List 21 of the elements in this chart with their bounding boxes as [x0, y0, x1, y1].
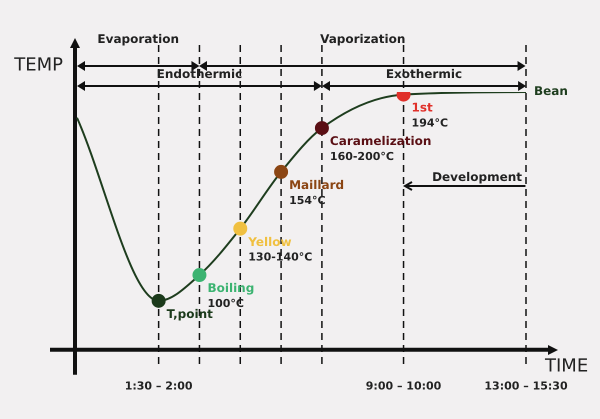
text: Endothermic [156, 67, 242, 82]
point [192, 268, 206, 282]
annotation: Maillard 154°C [289, 178, 344, 207]
x-tick-label: 9:00 – 10:00 [366, 379, 442, 392]
series-label: Bean [534, 84, 568, 98]
point [233, 222, 248, 236]
annotation: Caramelization 160-200°C [330, 134, 432, 163]
annotation: Development [432, 170, 522, 184]
point [314, 121, 329, 136]
x-tick-label: 1:30 – 2:00 [124, 379, 193, 392]
annotation: T,point [166, 306, 214, 321]
text: Evaporation [97, 32, 180, 46]
annotation: Yellow 130-140°C [247, 234, 312, 264]
text: Vaporization [320, 32, 406, 46]
x-axis-title: TIME [544, 355, 588, 376]
y-axis-title: TEMP [13, 54, 64, 76]
x-tick-label: 13:00 – 15:30 [484, 379, 568, 392]
point [274, 164, 288, 179]
text: Exothermic [386, 67, 462, 82]
annotation: 1st 194°C [412, 100, 448, 130]
point [152, 294, 166, 308]
